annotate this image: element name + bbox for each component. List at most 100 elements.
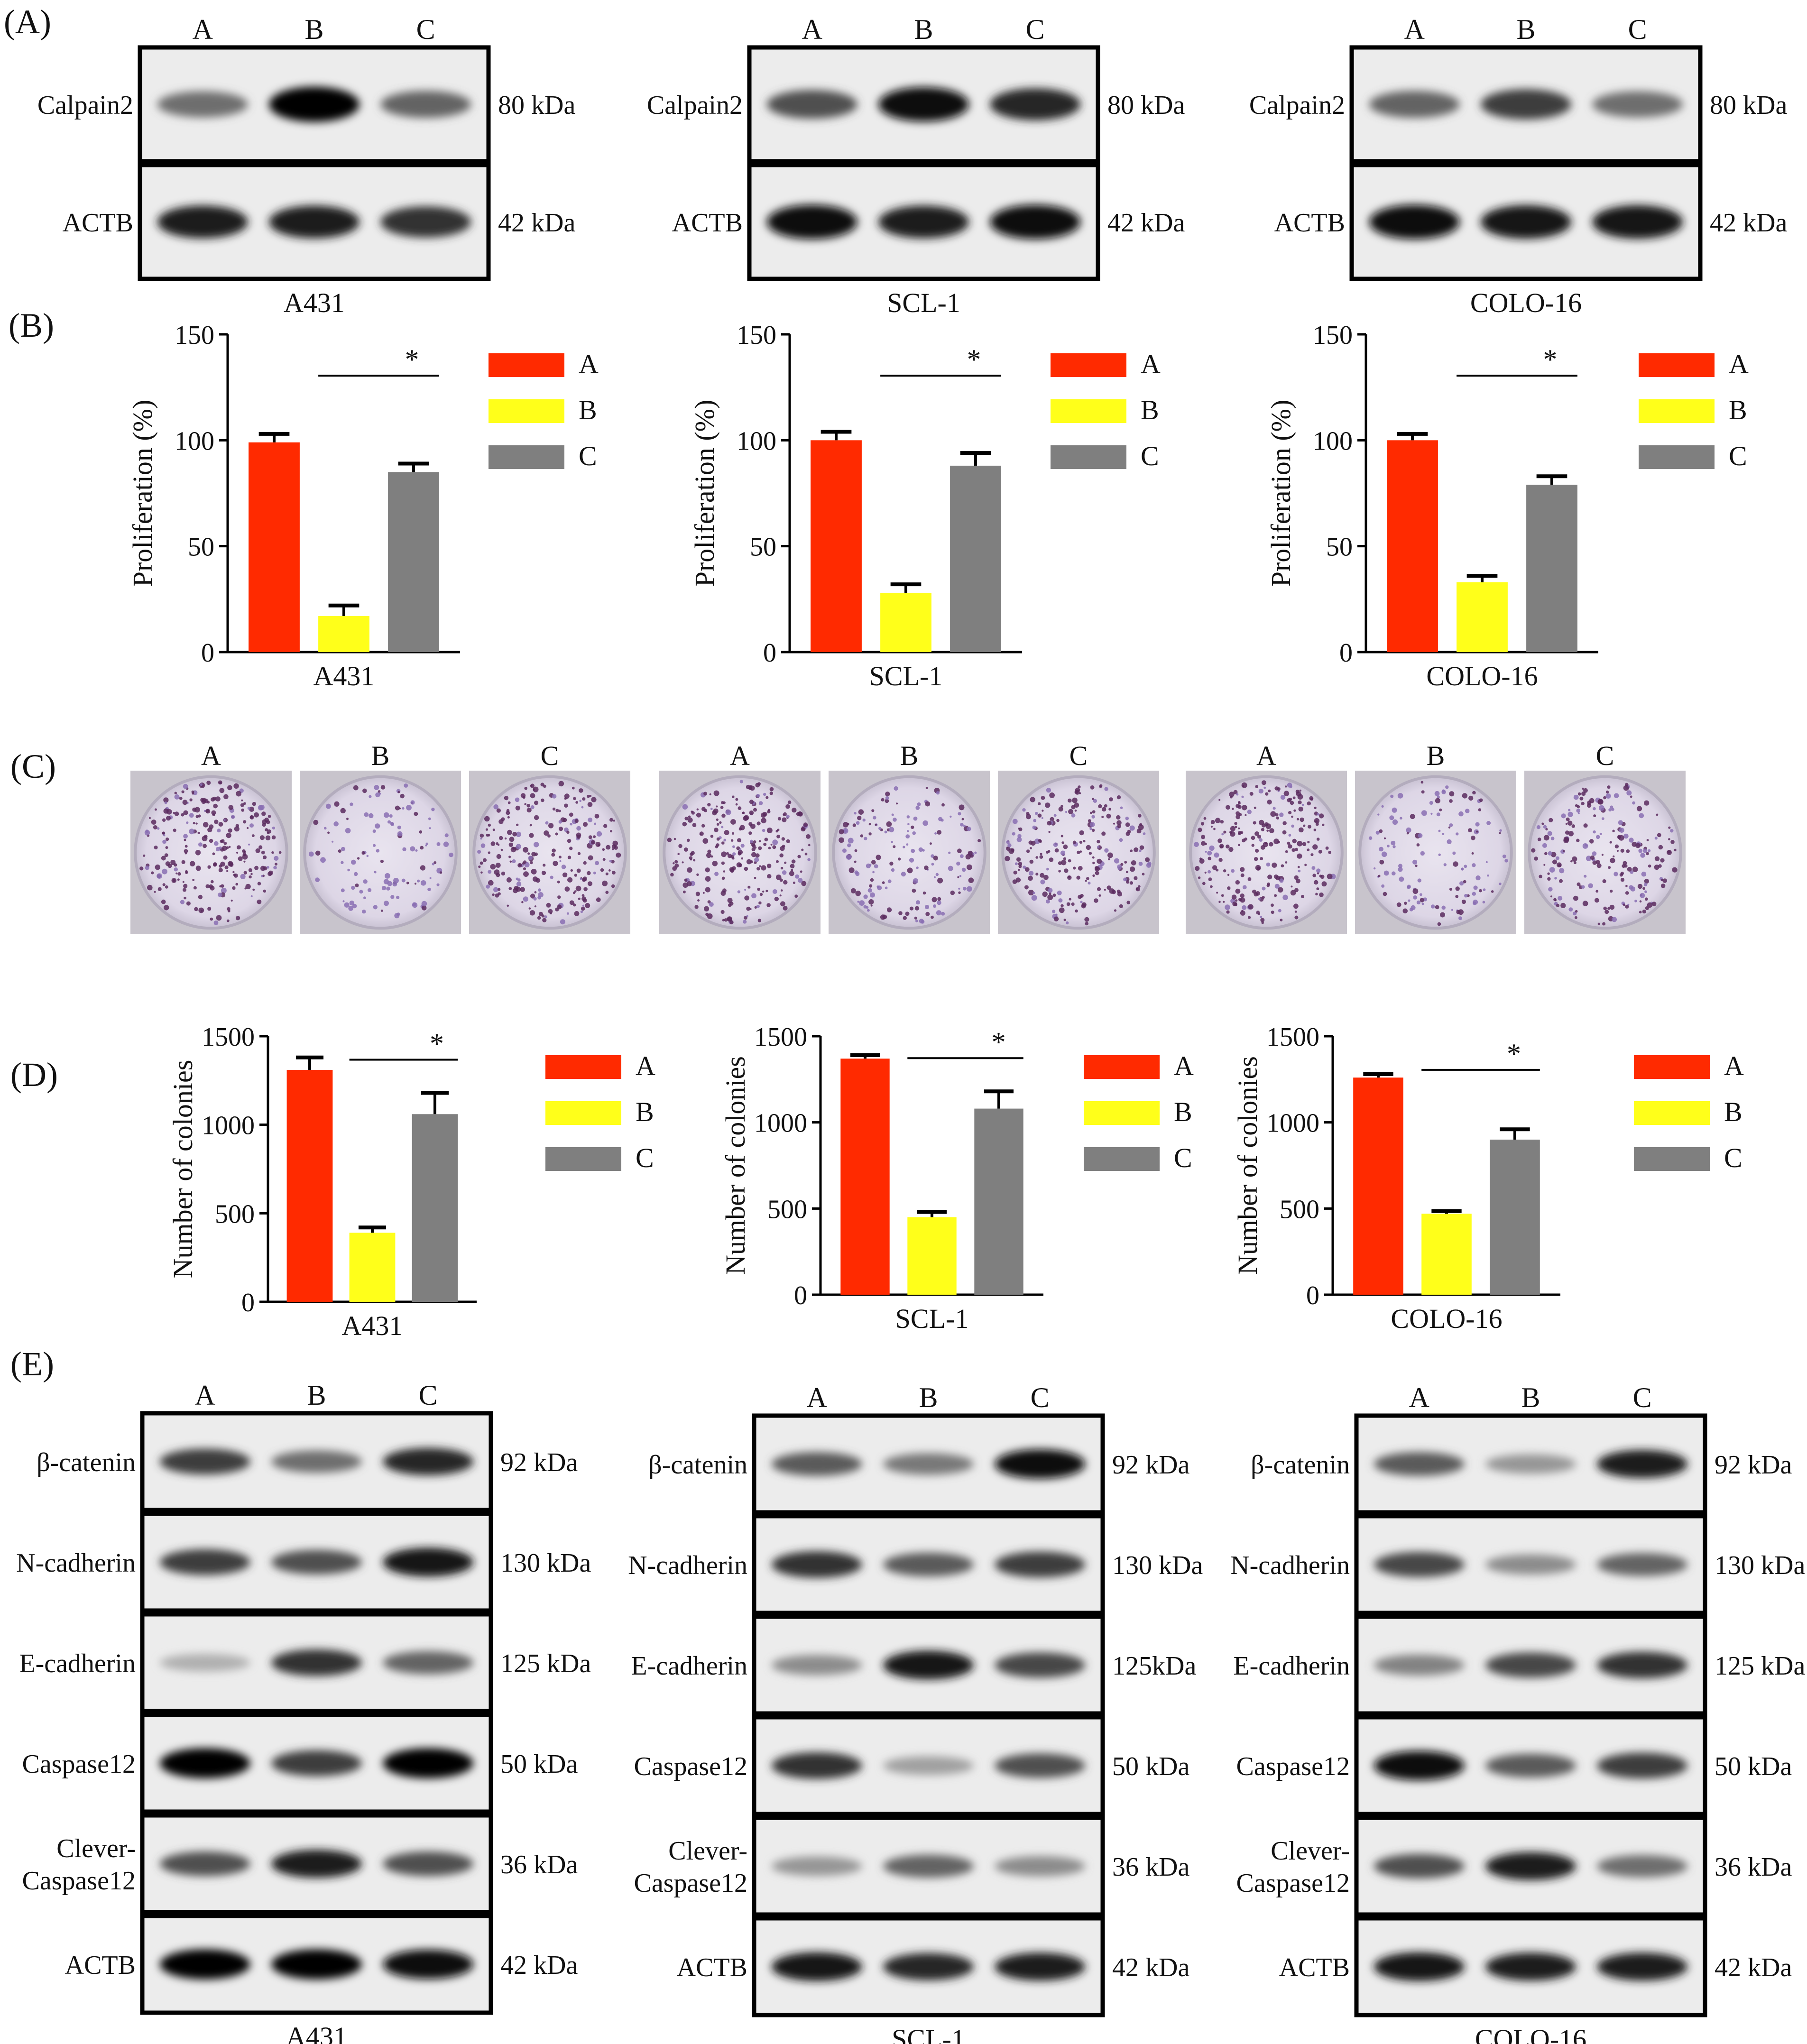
bar-c xyxy=(1526,485,1577,652)
colony-dot xyxy=(165,846,168,849)
colony-dot xyxy=(257,899,262,904)
colony-dot xyxy=(759,865,761,867)
colony-dot xyxy=(1584,875,1587,878)
colony-dot xyxy=(427,887,431,892)
colony-dot xyxy=(1487,875,1489,877)
colony-dot xyxy=(232,886,236,890)
colony-dot xyxy=(1046,850,1049,854)
colony-dot xyxy=(346,818,349,820)
colony-dot xyxy=(260,865,266,871)
colony-dot xyxy=(1030,847,1032,849)
colony-dot xyxy=(341,888,345,893)
colony-dot xyxy=(517,863,522,868)
colony-dot xyxy=(897,857,901,861)
colony-dot xyxy=(1116,889,1121,893)
colony-dot xyxy=(753,840,756,844)
colony-dot xyxy=(1266,862,1271,867)
colony-dot xyxy=(730,819,736,825)
colony-dot xyxy=(397,825,401,829)
colony-dot xyxy=(538,892,544,898)
colony-dot xyxy=(1235,899,1238,902)
colony-dot xyxy=(498,888,501,891)
colony-dot xyxy=(911,825,914,829)
legend-swatch-b xyxy=(545,1101,621,1125)
colony-dot xyxy=(907,830,909,832)
panel-e-band-n-cadherin-a xyxy=(159,1549,250,1575)
colony-dot xyxy=(1544,852,1548,856)
colony-dot xyxy=(673,862,675,865)
colony-dot xyxy=(1300,894,1304,898)
colony-dot xyxy=(173,812,175,814)
colony-dot xyxy=(956,861,960,866)
colony-dot xyxy=(144,830,150,836)
colony-dot xyxy=(534,801,539,805)
panel-a-band-calpain2-b xyxy=(878,87,969,122)
colony-dot xyxy=(558,820,562,824)
kda-label: 80 kDa xyxy=(1107,91,1185,120)
colony-dot xyxy=(884,830,887,834)
colony-dot xyxy=(885,792,890,797)
bar-a xyxy=(249,442,300,652)
colony-dot xyxy=(1654,837,1658,840)
colony-dot xyxy=(712,861,718,866)
panel-a-band-actb-a xyxy=(766,204,857,239)
colony-dot xyxy=(395,805,400,810)
colony-dot xyxy=(1229,792,1235,797)
colony-dot xyxy=(1057,890,1062,895)
protein-label-n-cadherin: N-cadherin xyxy=(628,1551,747,1580)
colony-dot xyxy=(221,887,227,893)
colony-dot xyxy=(1088,852,1092,855)
colony-dot xyxy=(839,837,844,843)
colony-dot xyxy=(500,848,503,851)
colony-dot xyxy=(275,863,277,866)
colony-dot xyxy=(595,842,601,847)
colony-dot xyxy=(262,819,267,825)
colony-dot xyxy=(843,822,848,828)
colony-dot xyxy=(235,916,240,921)
colony-dot xyxy=(419,830,423,834)
colony-dot xyxy=(1623,785,1629,791)
colony-dot xyxy=(1440,912,1445,918)
colony-dot xyxy=(545,821,549,825)
colony-dot xyxy=(530,793,535,799)
colony-dot xyxy=(1242,885,1247,890)
legend-swatch-c xyxy=(1051,445,1126,469)
colony-dot xyxy=(1658,864,1662,868)
colony-dot xyxy=(724,918,728,922)
colony-dot xyxy=(766,903,771,907)
colony-dot xyxy=(376,849,380,853)
colony-dot xyxy=(807,858,811,861)
colony-dot xyxy=(1299,789,1301,792)
colony-dot xyxy=(960,823,964,827)
colony-dot xyxy=(523,867,526,871)
colony-dot xyxy=(1012,879,1017,884)
colony-dot xyxy=(1543,864,1546,866)
colony-dot xyxy=(523,860,527,864)
colony-dot xyxy=(1618,835,1624,841)
colony-dot xyxy=(606,845,611,850)
kda-label: 50 kDa xyxy=(1715,1752,1792,1781)
colony-dot xyxy=(573,797,576,801)
colony-dot xyxy=(1398,867,1403,872)
colony-dot xyxy=(1258,789,1263,794)
colony-dot xyxy=(1043,875,1049,880)
colony-dot xyxy=(867,888,872,893)
colony-dot xyxy=(151,871,154,875)
colony-dot xyxy=(1459,881,1464,886)
y-tick-label: 100 xyxy=(175,426,214,456)
colony-dot xyxy=(1026,814,1031,819)
colony-dot xyxy=(249,875,252,879)
colony-dot xyxy=(1293,809,1296,812)
colony-dot xyxy=(1392,819,1398,825)
protein-label-catenin: β-catenin xyxy=(37,1448,136,1477)
y-tick-label: 150 xyxy=(175,321,214,350)
colony-dot xyxy=(682,890,686,893)
colony-dot xyxy=(751,847,756,852)
colony-dot xyxy=(512,832,517,837)
colony-dot xyxy=(870,878,874,882)
colony-dot xyxy=(1061,841,1064,844)
colony-dot xyxy=(790,864,795,869)
protein-label-actb: ACTB xyxy=(1279,1953,1350,1982)
colony-dot xyxy=(1013,870,1017,875)
